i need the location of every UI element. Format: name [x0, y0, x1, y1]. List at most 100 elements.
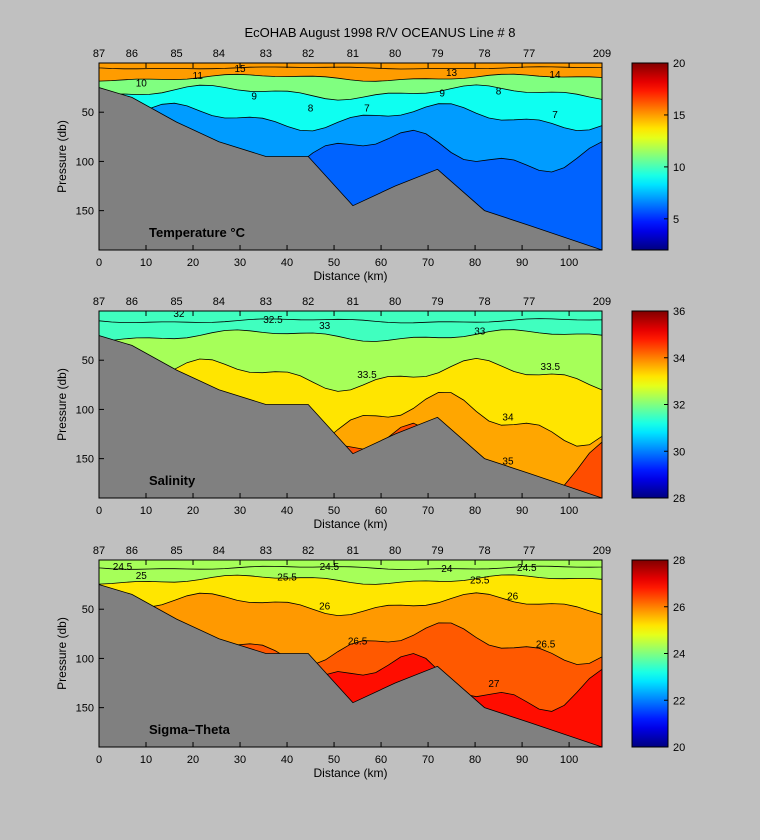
colorbar — [631, 559, 669, 748]
panel-label: Salinity — [149, 473, 196, 488]
x-axis-label: Distance (km) — [313, 766, 387, 780]
colorbar — [631, 310, 669, 499]
seafloor — [99, 335, 602, 498]
x-tick-label: 80 — [469, 257, 481, 269]
contour-label: 26.5 — [536, 640, 556, 651]
x-tick-label: 30 — [234, 257, 246, 269]
station-label: 79 — [431, 48, 443, 60]
station-label: 82 — [302, 48, 314, 60]
station-label: 78 — [478, 545, 490, 557]
contour-label: 7 — [364, 103, 370, 114]
station-label: 86 — [126, 545, 138, 557]
contour-label: 26.5 — [348, 637, 368, 648]
colorbar-tick-label: 5 — [673, 214, 679, 226]
y-axis-label: Pressure (db) — [55, 617, 69, 690]
station-label: 85 — [170, 545, 182, 557]
contour-label: 8 — [496, 87, 502, 98]
seafloor — [99, 87, 602, 250]
colorbar-tick-label: 10 — [673, 162, 685, 174]
y-tick-label: 150 — [76, 703, 94, 715]
contour-label: 24.5 — [113, 562, 133, 573]
station-label: 84 — [213, 48, 225, 60]
panel-label: Sigma–Theta — [149, 722, 231, 737]
y-tick-label: 50 — [82, 604, 94, 616]
band-fill — [99, 63, 602, 66]
contour-label: 9 — [439, 89, 445, 100]
station-label: 86 — [126, 296, 138, 308]
colorbar-tick-label: 26 — [673, 602, 685, 614]
contour-label: 7 — [552, 110, 558, 121]
contour-label: 14 — [549, 70, 561, 81]
contour-label: 26 — [319, 601, 331, 612]
y-tick-label: 150 — [76, 206, 94, 218]
x-tick-label: 30 — [234, 754, 246, 766]
contour-label: 24 — [441, 564, 453, 575]
colorbar-tick-label: 22 — [673, 695, 685, 707]
panel-2: 32.5 33 33 33.5 33.5 34 35 32 0 10 20 30 40 50 60 70 80 9… — [55, 296, 685, 531]
contour-label: 24.5 — [517, 563, 537, 574]
figure-title: EcOHAB August 1998 R/V OCEANUS Line # 8 — [245, 25, 516, 40]
station-label: 209 — [593, 48, 611, 60]
contour-label: 33 — [474, 327, 486, 338]
colorbar-tick-label: 28 — [673, 555, 685, 567]
x-tick-label: 10 — [140, 257, 152, 269]
contour-label: 33.5 — [357, 370, 377, 381]
station-label: 82 — [302, 296, 314, 308]
station-label: 77 — [523, 545, 535, 557]
station-label: 87 — [93, 48, 105, 60]
panel-label: Temperature °C — [149, 225, 246, 240]
x-tick-label: 100 — [560, 754, 578, 766]
seafloor — [99, 584, 602, 747]
contour-label: 11 — [193, 71, 204, 82]
station-label: 84 — [213, 545, 225, 557]
x-tick-label: 10 — [140, 505, 152, 517]
contour-label: 32.5 — [263, 315, 283, 326]
contour-label: 35 — [502, 457, 514, 468]
station-label: 80 — [389, 48, 401, 60]
contour-label: 25.5 — [470, 576, 490, 587]
x-tick-label: 80 — [469, 505, 481, 517]
x-tick-label: 100 — [560, 257, 578, 269]
x-axis-label: Distance (km) — [313, 517, 387, 531]
y-tick-label: 50 — [82, 107, 94, 119]
station-label: 83 — [260, 296, 272, 308]
y-tick-label: 100 — [76, 653, 94, 665]
x-tick-label: 50 — [328, 754, 340, 766]
contour-label: 34 — [502, 412, 514, 423]
x-tick-label: 20 — [187, 505, 199, 517]
x-tick-label: 90 — [516, 257, 528, 269]
plot-area: 15 11 10 9 8 7 9 8 7 13 14 — [99, 63, 602, 250]
colorbar-tick-label: 24 — [673, 649, 685, 661]
colorbar-tick-label: 34 — [673, 353, 685, 365]
station-label: 80 — [389, 545, 401, 557]
x-tick-label: 50 — [328, 505, 340, 517]
axes-frame — [98, 62, 603, 251]
colorbar-tick-label: 28 — [673, 493, 685, 505]
station-label: 209 — [593, 545, 611, 557]
band-fill — [99, 311, 602, 317]
x-tick-label: 40 — [281, 505, 293, 517]
x-tick-label: 100 — [560, 505, 578, 517]
colorbar-tick-label: 20 — [673, 58, 685, 70]
station-label: 86 — [126, 48, 138, 60]
x-tick-label: 60 — [375, 754, 387, 766]
contour-label: 26 — [507, 591, 519, 602]
y-tick-label: 50 — [82, 355, 94, 367]
x-tick-label: 0 — [96, 505, 102, 517]
station-label: 81 — [347, 545, 359, 557]
contour-label: 13 — [446, 68, 458, 79]
station-label: 83 — [260, 48, 272, 60]
plot-area: 32.5 33 33 33.5 33.5 34 35 32 — [99, 311, 602, 498]
x-tick-label: 10 — [140, 754, 152, 766]
station-label: 77 — [523, 48, 535, 60]
colorbar-tick-label: 15 — [673, 110, 685, 122]
station-label: 87 — [93, 545, 105, 557]
colorbar-tick-label: 36 — [673, 306, 685, 318]
y-tick-label: 100 — [76, 404, 94, 416]
station-label: 79 — [431, 545, 443, 557]
contour-label: 15 — [234, 64, 246, 75]
axes-frame — [98, 559, 603, 748]
